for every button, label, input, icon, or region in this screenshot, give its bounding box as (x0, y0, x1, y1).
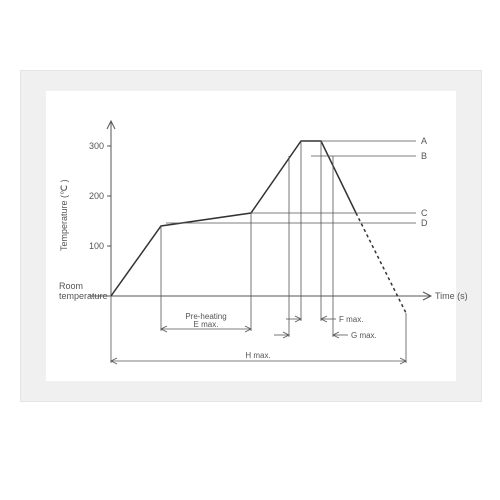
svg-text:H max.: H max. (245, 351, 270, 360)
reflow-chart: Temperature (℃ ) 100 200 300 Room temper… (21, 71, 481, 401)
chart-frame: Temperature (℃ ) 100 200 300 Room temper… (20, 70, 482, 402)
ytick-100: 100 (89, 241, 104, 251)
level-D: D (421, 218, 428, 228)
level-B: B (421, 151, 427, 161)
svg-text:E max.: E max. (194, 320, 219, 329)
room-temp-label-2: temperature (59, 291, 108, 301)
y-axis-label: Temperature (℃ ) (59, 179, 69, 251)
svg-text:F max.: F max. (339, 315, 363, 324)
level-A: A (421, 136, 427, 146)
x-axis-label: Time (s) (435, 291, 468, 301)
svg-text:G max.: G max. (351, 331, 377, 340)
ytick-200: 200 (89, 191, 104, 201)
room-temp-label-1: Room (59, 281, 83, 291)
level-C: C (421, 208, 428, 218)
ytick-300: 300 (89, 141, 104, 151)
